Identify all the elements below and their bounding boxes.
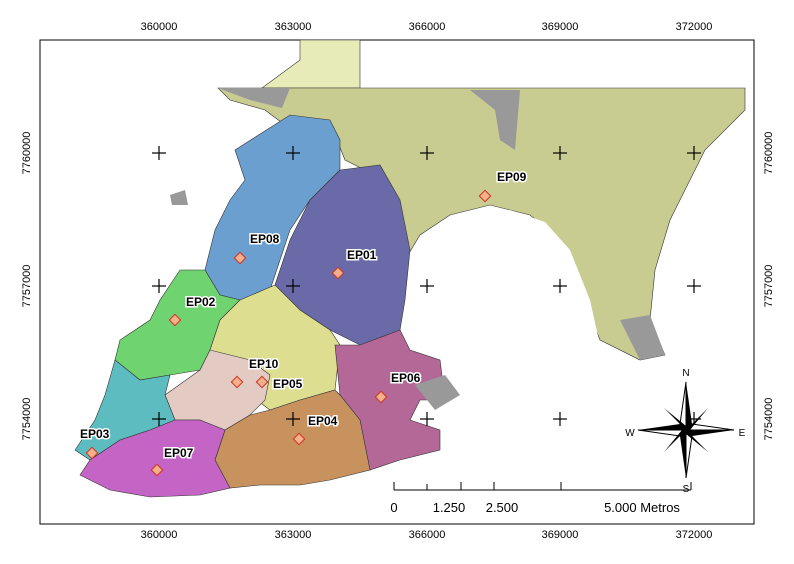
station-marker: [331, 266, 345, 280]
scale-label: 2.500: [486, 500, 519, 515]
station-label: EP05: [273, 377, 303, 391]
x-label: 360000: [141, 529, 178, 541]
station-marker: [374, 390, 388, 404]
urban-patch: [218, 88, 290, 108]
region-ep07: [79, 419, 231, 498]
station-label: EP02: [186, 295, 216, 309]
station-marker: [168, 313, 182, 327]
x-label: 360000: [141, 21, 178, 33]
y-label: 7757000: [21, 265, 33, 308]
x-label: 366000: [409, 529, 446, 541]
station-label: EP10: [249, 357, 279, 371]
x-label: 369000: [542, 21, 579, 33]
station-label: EP03: [80, 427, 110, 441]
station-label: EP07: [164, 446, 194, 460]
scale-bar: 0 1.250 2.500 5.000 Metros: [390, 482, 692, 515]
station-marker: [150, 463, 164, 477]
compass-arm: [680, 430, 686, 478]
compass-arm: [686, 430, 734, 436]
stations: EP01 EP02 EP03 EP04 EP05 EP06 EP07 EP08 EP09 EP10: [79, 169, 528, 477]
compass-arm: [638, 424, 686, 430]
bay: [400, 210, 600, 355]
region-ep04: [214, 389, 371, 489]
x-label: 366000: [409, 21, 446, 33]
compass-arm: [686, 382, 692, 430]
station-marker: [255, 375, 269, 389]
x-label: 369000: [542, 529, 579, 541]
x-label: 363000: [275, 529, 312, 541]
compass-arm: [664, 430, 686, 452]
urban-patch: [620, 315, 665, 360]
scale-label: 0: [390, 500, 397, 515]
compass-arm: [686, 408, 708, 430]
urban-patch: [470, 90, 520, 150]
y-label: 7754000: [763, 398, 775, 441]
land-regions: [74, 39, 746, 498]
station-marker: [478, 189, 492, 203]
scale-label: 5.000 Metros: [604, 500, 680, 515]
island: [415, 375, 460, 410]
compass-arm: [686, 430, 708, 452]
station-marker: [85, 446, 99, 460]
island: [170, 190, 188, 205]
x-label: 372000: [676, 21, 713, 33]
compass-west: W: [625, 428, 635, 439]
station-label: EP04: [308, 414, 338, 428]
compass-north: N: [682, 368, 689, 379]
station-marker: [230, 375, 244, 389]
y-label: 7757000: [763, 265, 775, 308]
y-label: 7760000: [21, 132, 33, 175]
station-label: EP06: [391, 371, 421, 385]
compass-east: E: [739, 428, 746, 439]
station-marker: [292, 432, 306, 446]
x-label: 372000: [676, 529, 713, 541]
x-label: 363000: [275, 21, 312, 33]
y-label: 7760000: [763, 132, 775, 175]
station-label: EP09: [497, 170, 527, 184]
compass-arm: [664, 408, 686, 430]
station-marker: [233, 251, 247, 265]
scale-label: 1.250: [433, 500, 466, 515]
y-label: 7754000: [21, 398, 33, 441]
tick-labels: 360000 363000 366000 369000 372000 36000…: [21, 21, 775, 541]
station-label: EP01: [347, 248, 377, 262]
station-label: EP08: [250, 232, 280, 246]
